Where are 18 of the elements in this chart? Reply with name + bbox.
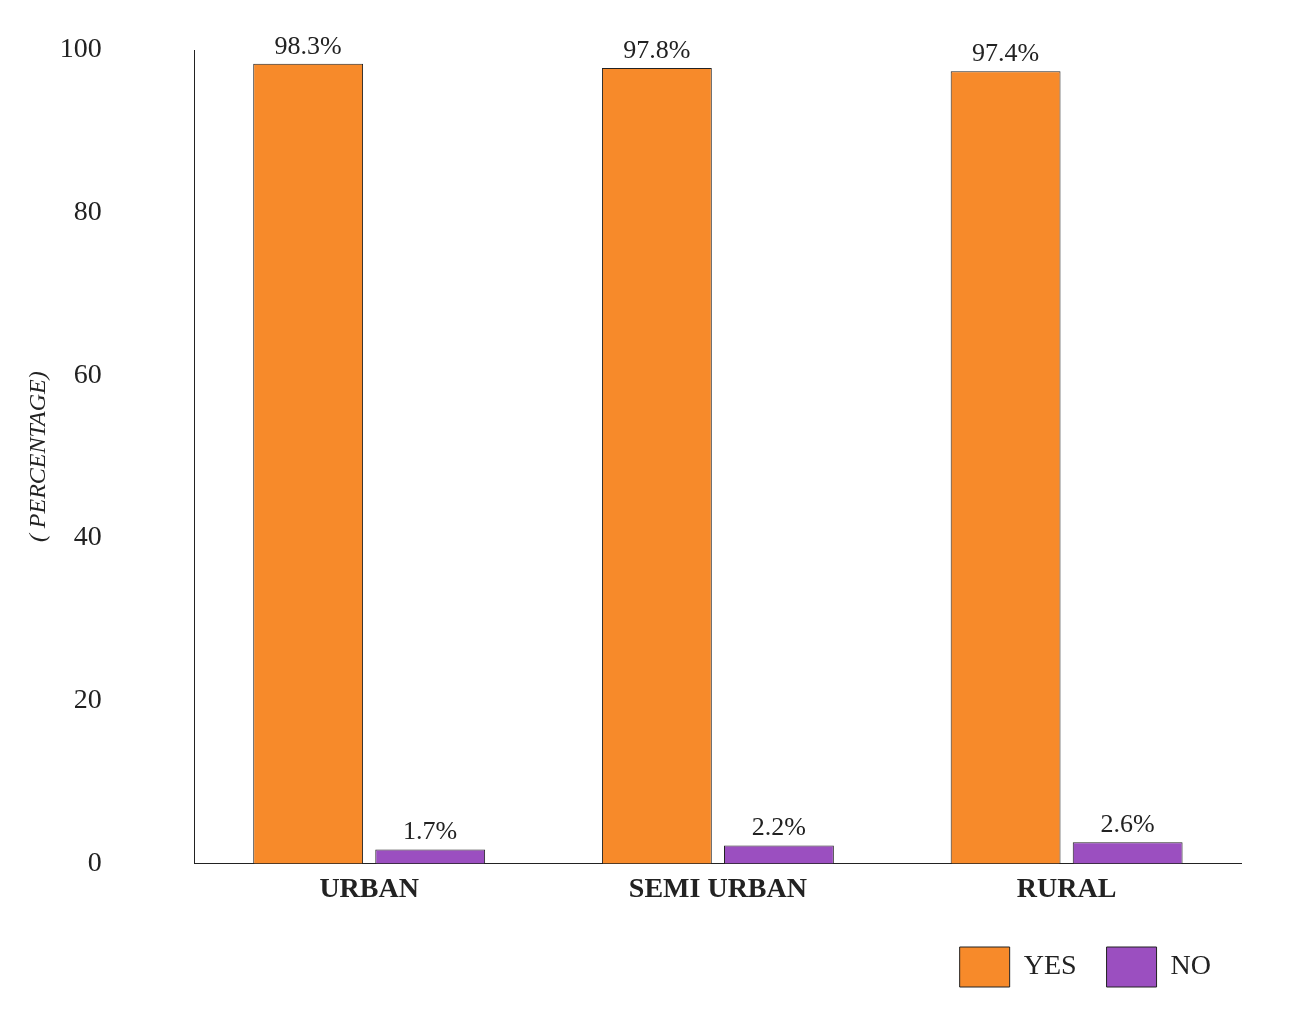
data-label: 97.4% (972, 37, 1040, 67)
y-axis-title: ( PERCENTAGE) (23, 371, 50, 543)
y-tick-label: 20 (73, 683, 102, 715)
x-tick-label: SEMI URBAN (628, 872, 807, 904)
data-label: 1.7% (403, 816, 458, 846)
x-tick-label: URBAN (319, 872, 419, 904)
data-label: 2.2% (751, 812, 807, 842)
legend-label: NO (1170, 949, 1212, 981)
data-label: 98.3% (274, 30, 342, 60)
y-tick-label: 80 (73, 195, 102, 227)
y-tick-label: 0 (87, 845, 102, 877)
y-tick-label: 40 (73, 520, 102, 552)
y-tick-label: 60 (73, 357, 102, 389)
data-label: 97.8% (623, 34, 691, 64)
x-tick-label: RURAL (1016, 872, 1117, 904)
legend-label: YES (1023, 949, 1077, 981)
y-tick-label: 100 (59, 32, 102, 64)
data-label: 2.6% (1100, 809, 1155, 839)
